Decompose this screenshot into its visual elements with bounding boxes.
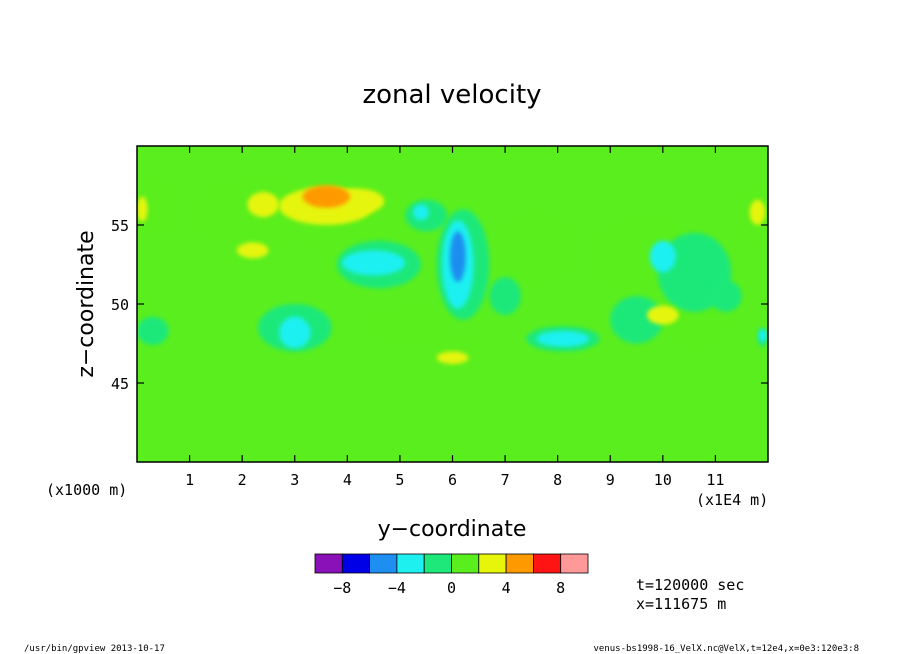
contour-region-37 <box>449 231 466 282</box>
colorbar-swatch <box>369 553 398 574</box>
footer-left: /usr/bin/gpview 2013-10-17 <box>24 644 165 654</box>
colorbar: −8 −4 0 4 8 <box>314 553 589 597</box>
contour-region-33 <box>536 330 590 347</box>
time-annotation: t=120000 sec <box>636 576 744 594</box>
x-tick-label: 6 <box>448 471 457 489</box>
colorbar-tick-label: −8 <box>333 579 351 597</box>
colorbar-tick-label: 8 <box>556 579 565 597</box>
contour-region-18 <box>710 280 742 312</box>
contour-region-14 <box>489 277 521 316</box>
colorbar-tick-label: 4 <box>502 579 511 597</box>
contour-regions <box>137 182 768 365</box>
contour-region-35 <box>758 329 767 342</box>
contour-region-23 <box>247 191 279 218</box>
contour-region-30 <box>342 250 406 276</box>
colorbar-swatch <box>423 553 452 574</box>
x-tick-label: 3 <box>290 471 299 489</box>
colorbar-swatch <box>505 553 534 574</box>
footer-right: venus-bs1998-16_VelX.nc@VelX,t=12e4,x=0e… <box>593 644 859 654</box>
x-tick-label: 2 <box>238 471 247 489</box>
x-unit-right: (x1E4 m) <box>696 491 768 509</box>
contour-region-31 <box>413 204 429 221</box>
colorbar-tick-label: 0 <box>447 579 456 597</box>
y-axis: 45 50 55 <box>111 217 768 393</box>
x-tick-label: 8 <box>553 471 562 489</box>
x-unit-left: (x1000 m) <box>46 481 127 499</box>
contour-region-26 <box>647 305 679 325</box>
x-tick-label: 5 <box>395 471 404 489</box>
colorbar-swatch <box>396 553 425 574</box>
x-tick-label: 10 <box>654 471 672 489</box>
position-annotation: x=111675 m <box>636 595 726 613</box>
x-axis-label: y−coordinate <box>378 517 527 542</box>
x-tick-label: 11 <box>706 471 724 489</box>
contour-region-29 <box>279 316 311 349</box>
contour-region-16 <box>610 296 663 344</box>
contour-region-25 <box>436 351 469 365</box>
y-tick-label: 55 <box>111 217 129 235</box>
contour-region-27 <box>749 199 766 225</box>
chart-title: zonal velocity <box>362 80 541 110</box>
colorbar-swatch <box>314 553 343 574</box>
y-tick-label: 45 <box>111 375 129 393</box>
contour-region-28 <box>137 196 148 222</box>
contour-region-5 <box>504 217 569 281</box>
x-tick-label: 7 <box>501 471 510 489</box>
contour-region-3 <box>373 313 448 339</box>
x-axis: 1 2 3 4 5 6 7 8 9 10 11 <box>185 146 724 489</box>
x-tick-label: 4 <box>343 471 352 489</box>
colorbar-swatch <box>451 553 480 574</box>
x-tick-label: 1 <box>185 471 194 489</box>
colorbar-swatch <box>560 553 589 574</box>
contour-region-19 <box>137 316 169 346</box>
y-axis-label: z−coordinate <box>74 230 99 377</box>
colorbar-swatch <box>341 553 370 574</box>
colorbar-swatch <box>478 553 507 574</box>
contour-region-34 <box>649 240 676 273</box>
x-tick-label: 9 <box>606 471 615 489</box>
y-tick-label: 50 <box>111 296 129 314</box>
contour-region-36 <box>302 185 350 208</box>
colorbar-tick-label: −4 <box>388 579 406 597</box>
contour-region-24 <box>236 242 269 259</box>
colorbar-swatch <box>533 553 562 574</box>
